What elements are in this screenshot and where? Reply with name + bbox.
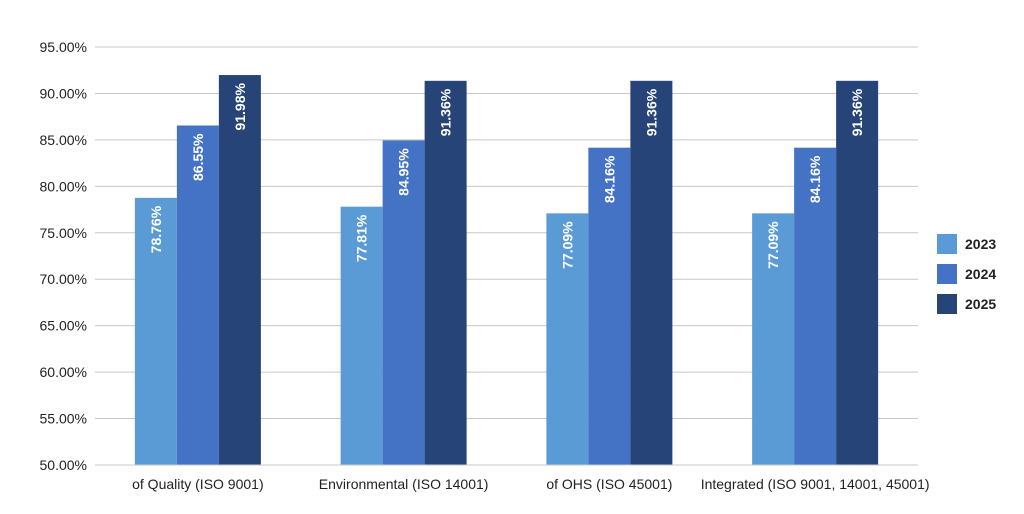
y-tick-label: 50.00% <box>40 457 87 473</box>
bar-2023-0 <box>134 197 177 465</box>
data-label: 91.36% <box>849 88 865 136</box>
y-tick-label: 60.00% <box>40 364 87 380</box>
legend: 2023 2024 2025 <box>937 234 996 314</box>
legend-swatch-2023 <box>937 234 957 254</box>
legend-swatch-2024 <box>937 264 957 284</box>
data-label: 86.55% <box>190 133 206 181</box>
y-tick-label: 85.00% <box>40 132 87 148</box>
y-tick-label: 95.00% <box>40 39 87 55</box>
x-tick-label: Integrated (ISO 9001, 14001, 45001) <box>701 476 930 492</box>
bar-2025-2 <box>630 80 673 465</box>
legend-label-2024: 2024 <box>965 266 996 282</box>
data-label: 77.81% <box>354 214 370 262</box>
data-label: 84.16% <box>601 155 617 203</box>
y-tick-label: 80.00% <box>40 178 87 194</box>
data-label: 78.76% <box>148 205 164 253</box>
bar-2025-3 <box>836 80 879 465</box>
bar-2024-3 <box>794 147 837 465</box>
bar-2023-2 <box>546 213 589 465</box>
x-axis: of Quality (ISO 9001) Environmental (ISO … <box>95 464 930 492</box>
legend-label-2023: 2023 <box>965 236 996 252</box>
data-label: 91.98% <box>232 83 248 131</box>
bar-2024-2 <box>588 147 631 465</box>
data-label: 77.09% <box>559 221 575 269</box>
data-label: 91.36% <box>643 88 659 136</box>
y-tick-label: 65.00% <box>40 318 87 334</box>
bar-2023-3 <box>752 213 795 465</box>
x-tick-label: of OHS (ISO 45001) <box>546 476 672 492</box>
y-tick-label: 70.00% <box>40 271 87 287</box>
bar-2023-1 <box>340 206 383 465</box>
y-axis: 50.00% 55.00% 60.00% 65.00% 70.00% 75.00% 80.0… <box>40 39 87 473</box>
x-tick-label: of Quality (ISO 9001) <box>132 476 264 492</box>
legend-swatch-2025 <box>937 294 957 314</box>
data-label: 84.95% <box>396 148 412 196</box>
bars: 78.76% 86.55% 91.98% 77.81% 84.95% 91.36% 77.0… <box>134 75 879 466</box>
bar-2025-0 <box>218 75 261 466</box>
bar-2024-1 <box>382 140 425 465</box>
y-tick-label: 55.00% <box>40 411 87 427</box>
data-label: 77.09% <box>765 221 781 269</box>
data-label: 91.36% <box>438 88 454 136</box>
bar-2025-1 <box>424 80 467 465</box>
data-label: 84.16% <box>807 155 823 203</box>
legend-label-2025: 2025 <box>965 296 996 312</box>
bar-2024-0 <box>176 125 219 465</box>
y-tick-label: 75.00% <box>40 225 87 241</box>
x-tick-label: Environmental (ISO 14001) <box>319 476 489 492</box>
y-tick-label: 90.00% <box>40 85 87 101</box>
